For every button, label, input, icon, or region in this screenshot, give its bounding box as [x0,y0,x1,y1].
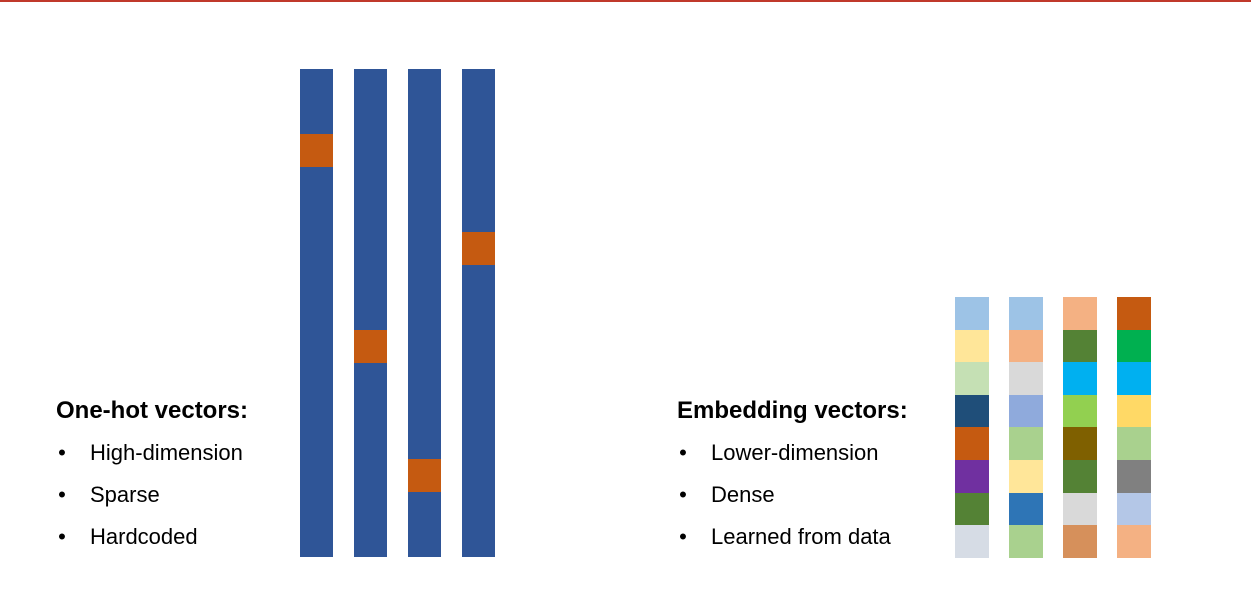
embedding-bullet-text: Lower-dimension [711,440,879,465]
embedding-cell [1117,460,1151,493]
embedding-vector [955,297,989,558]
bullet-dot-icon: • [58,482,66,507]
embedding-cell [1063,362,1097,395]
top-rule [0,0,1251,2]
embedding-cell [955,362,989,395]
embedding-cell [1117,362,1151,395]
onehot-active-cell [300,134,333,167]
onehot-active-cell [408,459,441,492]
onehot-bullet-text: High-dimension [90,440,243,465]
onehot-bullet-list: • High-dimension • Sparse • Hardcoded [56,432,243,558]
embedding-bullet-text: Learned from data [711,524,891,549]
embedding-cell [1063,395,1097,427]
embedding-cell [1063,525,1097,558]
embedding-cell [1063,493,1097,525]
embedding-cell [1063,427,1097,460]
onehot-active-cell [462,232,495,265]
onehot-bullet: • Sparse [56,474,243,516]
embedding-bullet-list: • Lower-dimension • Dense • Learned from da… [677,432,891,558]
onehot-heading: One-hot vectors: [56,397,249,424]
bullet-dot-icon: • [679,524,687,549]
embedding-cell [1063,330,1097,362]
embedding-cell [955,395,989,427]
embedding-cell [1117,330,1151,362]
bullet-dot-icon: • [679,440,687,465]
embedding-cell [1009,493,1043,525]
embedding-cell [1117,493,1151,525]
embedding-cell [1063,297,1097,330]
embedding-heading: Embedding vectors: [677,397,908,424]
embedding-cell [1063,460,1097,493]
onehot-vector [462,69,495,557]
embedding-cell [955,493,989,525]
embedding-cell [955,297,989,330]
embedding-bullet: • Learned from data [677,516,891,558]
embedding-cell [1009,427,1043,460]
onehot-bullet: • High-dimension [56,432,243,474]
embedding-cell [1009,460,1043,493]
onehot-bullet: • Hardcoded [56,516,243,558]
embedding-cell [955,427,989,460]
embedding-vector [1117,297,1151,558]
embedding-cell [1117,525,1151,558]
embedding-cell [955,525,989,558]
embedding-cell [1117,395,1151,427]
embedding-cell [1117,297,1151,330]
embedding-vector [1009,297,1043,558]
embedding-cell [1117,427,1151,460]
onehot-bullet-text: Sparse [90,482,160,507]
embedding-vector [1063,297,1097,558]
onehot-vector [408,69,441,557]
embedding-bullet: • Lower-dimension [677,432,891,474]
embedding-cell [1009,525,1043,558]
embedding-cell [955,330,989,362]
embedding-cell [955,460,989,493]
onehot-bullet-text: Hardcoded [90,524,198,549]
onehot-vector [300,69,333,557]
embedding-cell [1009,395,1043,427]
embedding-cell [1009,297,1043,330]
bullet-dot-icon: • [58,524,66,549]
embedding-bullet-text: Dense [711,482,775,507]
onehot-vector [354,69,387,557]
bullet-dot-icon: • [679,482,687,507]
embedding-cell [1009,330,1043,362]
onehot-active-cell [354,330,387,363]
embedding-cell [1009,362,1043,395]
bullet-dot-icon: • [58,440,66,465]
embedding-bullet: • Dense [677,474,891,516]
